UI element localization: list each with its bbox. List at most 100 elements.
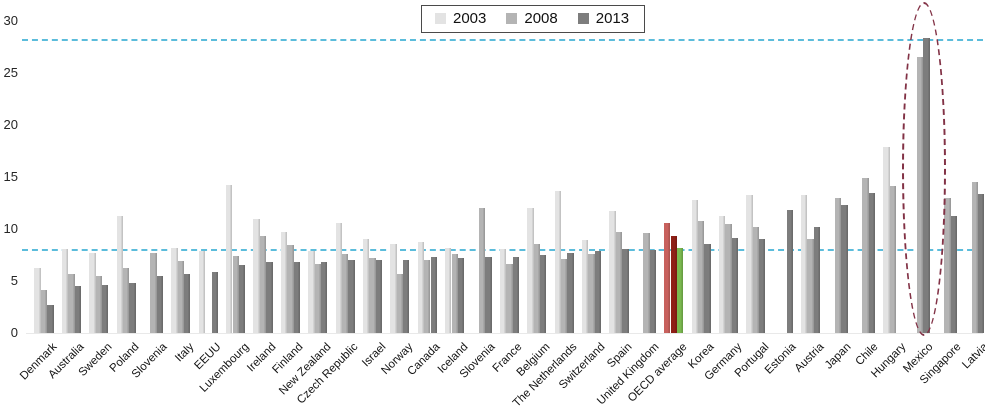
y-tick-label-5: 5 bbox=[10, 273, 18, 288]
bar-iceland-2003 bbox=[445, 247, 452, 333]
bar-ireland-2008 bbox=[259, 236, 267, 333]
bar-norway-2013 bbox=[403, 260, 410, 333]
bar-belgium-2013 bbox=[540, 255, 547, 333]
bar-austria-2003 bbox=[801, 194, 808, 333]
bar-portugal-2013 bbox=[759, 239, 766, 333]
bar-finland-2013 bbox=[293, 262, 300, 333]
legend-label-2013: 2013 bbox=[595, 10, 630, 27]
bar-sweden-2008 bbox=[95, 275, 102, 333]
legend-item-2003: 2003 bbox=[435, 10, 486, 27]
bar-israel-2013 bbox=[375, 260, 383, 333]
bar-austria-2013 bbox=[813, 226, 821, 333]
bar-eeuu-2003 bbox=[198, 250, 206, 333]
bar-israel-2008 bbox=[369, 258, 376, 333]
legend-swatch-2013 bbox=[577, 13, 589, 24]
y-tick-label-10: 10 bbox=[3, 221, 18, 236]
bar-korea-2008 bbox=[697, 220, 705, 333]
bar-oecd-average-2008 bbox=[670, 236, 677, 333]
y-tick-label-0: 0 bbox=[10, 325, 18, 340]
bar-canada-2013 bbox=[430, 257, 437, 333]
bar-canada-2003 bbox=[417, 241, 425, 333]
bar-australia-2008 bbox=[68, 273, 75, 333]
bar-singapore-2008 bbox=[944, 197, 951, 333]
bar-finland-2003 bbox=[280, 232, 288, 333]
bar-latvia-2008 bbox=[971, 182, 979, 333]
bar-switzerland-2013 bbox=[594, 250, 602, 333]
bar-luxembourg-2003 bbox=[226, 185, 233, 333]
bar-austria-2008 bbox=[807, 239, 814, 333]
bar-israel-2003 bbox=[363, 239, 370, 333]
bar-slovenia-2013 bbox=[485, 257, 492, 333]
bar-united-kingdom-2013 bbox=[649, 249, 656, 333]
bar-slovenia-2008 bbox=[478, 208, 486, 333]
bar-latvia-2013 bbox=[978, 193, 985, 333]
bar-ireland-2013 bbox=[266, 262, 273, 333]
bar-sweden-2003 bbox=[89, 252, 96, 333]
bar-oecd-average-2003 bbox=[664, 222, 671, 333]
bar-canada-2008 bbox=[424, 260, 431, 333]
bar-chile-2013 bbox=[868, 192, 875, 333]
bar-eeuu-2013 bbox=[211, 271, 218, 333]
bar-japan-2008 bbox=[834, 197, 842, 333]
bar-hungary-2003 bbox=[883, 146, 890, 333]
reference-line-28.2 bbox=[22, 38, 983, 41]
bar-slovenia-2008 bbox=[150, 252, 157, 333]
bar-denmark-2013 bbox=[47, 304, 54, 333]
bar-the-netherlands-2013 bbox=[567, 252, 574, 333]
bar-denmark-2003 bbox=[34, 267, 41, 333]
bar-new-zealand-2008 bbox=[314, 264, 321, 333]
bar-spain-2008 bbox=[615, 232, 623, 333]
x-axis-baseline bbox=[26, 333, 983, 334]
y-tick-label-25: 25 bbox=[3, 65, 18, 80]
bar-france-2013 bbox=[512, 257, 520, 333]
highlight-ellipse-mexico bbox=[902, 2, 947, 336]
bar-norway-2003 bbox=[390, 243, 397, 333]
bar-ireland-2003 bbox=[253, 218, 260, 333]
bar-france-2003 bbox=[499, 248, 507, 333]
legend-label-2003: 2003 bbox=[453, 10, 487, 27]
bar-belgium-2008 bbox=[533, 243, 540, 333]
bar-estonia-2013 bbox=[786, 210, 793, 333]
bar-poland-2008 bbox=[122, 267, 130, 333]
bar-spain-2013 bbox=[622, 248, 629, 333]
bar-iceland-2008 bbox=[451, 254, 458, 333]
bar-germany-2008 bbox=[725, 223, 732, 333]
bar-germany-2013 bbox=[731, 238, 739, 333]
legend-item-2008: 2008 bbox=[506, 10, 558, 27]
bar-poland-2003 bbox=[116, 215, 123, 333]
bar-finland-2008 bbox=[287, 244, 294, 333]
bar-new-zealand-2003 bbox=[308, 250, 315, 333]
bar-korea-2013 bbox=[704, 243, 711, 333]
bar-belgium-2003 bbox=[527, 208, 534, 333]
legend-swatch-2008 bbox=[506, 13, 518, 24]
bar-czech-republic-2013 bbox=[348, 260, 355, 333]
bar-slovenia-2013 bbox=[156, 275, 164, 333]
bar-chile-2008 bbox=[862, 178, 869, 333]
bar-luxembourg-2008 bbox=[232, 256, 239, 333]
bar-portugal-2003 bbox=[746, 194, 753, 333]
legend-label-2008: 2008 bbox=[524, 10, 558, 27]
bar-new-zealand-2013 bbox=[321, 262, 328, 333]
bar-denmark-2008 bbox=[40, 290, 48, 333]
bar-czech-republic-2008 bbox=[342, 254, 349, 333]
bar-poland-2013 bbox=[129, 283, 136, 333]
bar-sweden-2013 bbox=[102, 285, 109, 333]
bar-australia-2003 bbox=[61, 248, 69, 333]
bar-italy-2013 bbox=[184, 273, 191, 333]
bar-united-kingdom-2008 bbox=[643, 233, 650, 333]
bar-italy-2003 bbox=[171, 247, 178, 333]
legend-swatch-2003 bbox=[435, 13, 446, 24]
bar-korea-2003 bbox=[691, 199, 698, 333]
bar-hungary-2008 bbox=[889, 186, 896, 333]
bar-luxembourg-2013 bbox=[238, 265, 246, 333]
legend-item-2013: 2013 bbox=[577, 10, 630, 27]
bar-japan-2013 bbox=[841, 205, 848, 333]
bar-australia-2013 bbox=[74, 286, 81, 333]
bar-the-netherlands-2003 bbox=[554, 190, 561, 333]
bar-italy-2008 bbox=[177, 261, 185, 333]
bar-germany-2003 bbox=[718, 215, 726, 333]
bar-norway-2008 bbox=[396, 273, 404, 333]
bar-singapore-2013 bbox=[950, 215, 958, 333]
y-tick-label-15: 15 bbox=[3, 169, 18, 184]
